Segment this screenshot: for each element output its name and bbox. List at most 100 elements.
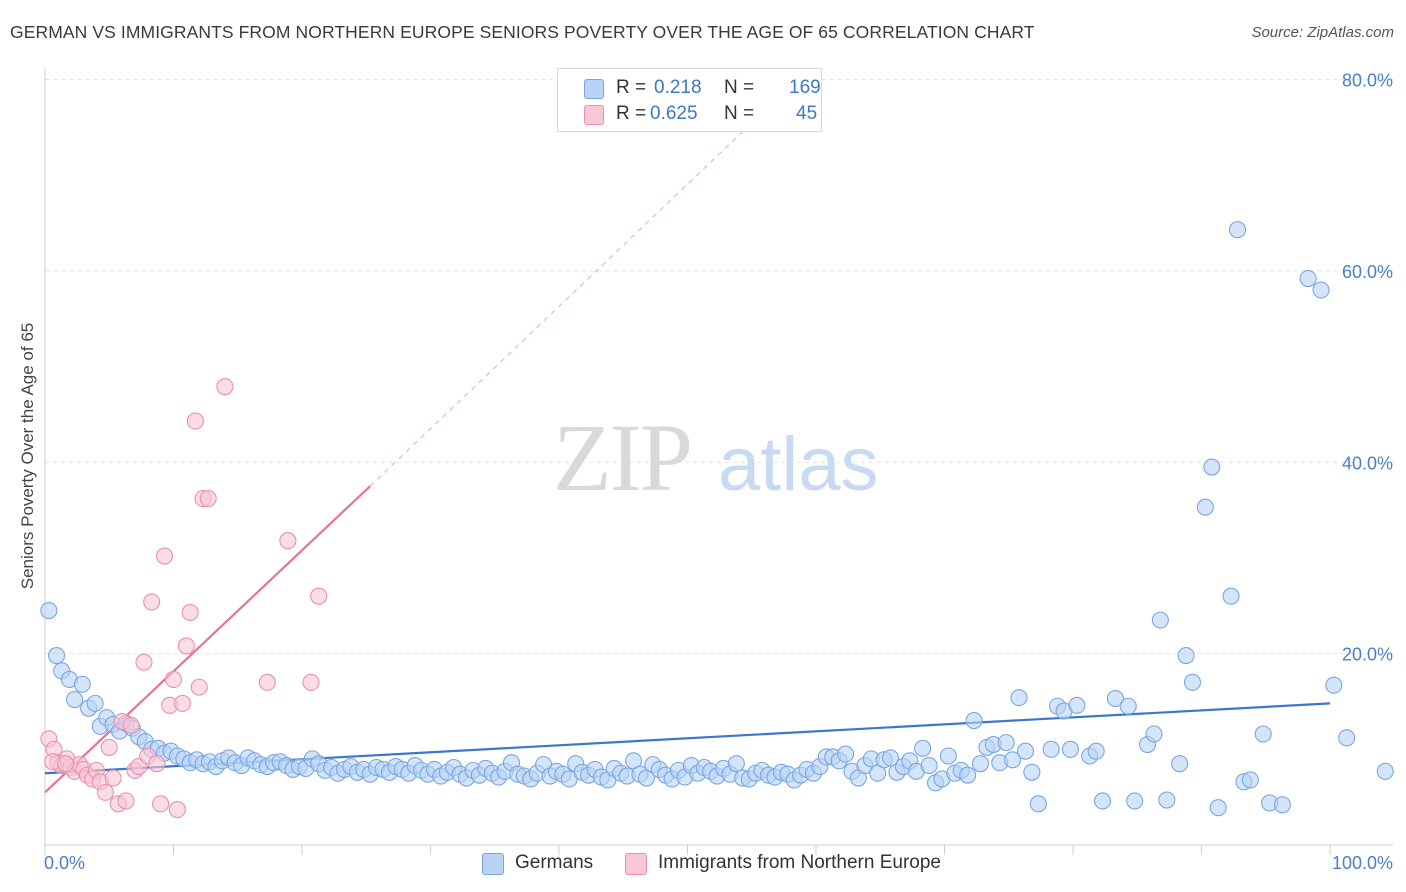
data-point-germans <box>1151 611 1169 629</box>
legend-r-value: 0.625 <box>650 103 698 124</box>
data-point-germans <box>1203 458 1221 476</box>
data-point-immigrants <box>190 678 208 696</box>
data-point-germans <box>1016 742 1035 760</box>
data-point-immigrants <box>279 532 297 550</box>
axes <box>44 68 1393 855</box>
data-point-immigrants <box>302 673 320 691</box>
y-tick-label: 60.0% <box>1342 262 1393 282</box>
data-points <box>40 221 1394 819</box>
data-point-immigrants <box>181 603 199 622</box>
tick-labels: 20.0% 40.0% 60.0% 80.0% 0.0% 100.0% <box>44 71 1393 874</box>
bottom-legend-swatch-germans <box>482 853 504 875</box>
data-point-immigrants <box>310 587 328 605</box>
data-point-immigrants <box>177 637 195 655</box>
data-point-immigrants <box>173 694 192 712</box>
data-point-germans <box>997 734 1015 752</box>
legend-r-label: R = <box>616 103 647 124</box>
data-point-germans <box>1273 796 1292 814</box>
watermark-zip: ZIP <box>553 404 691 511</box>
data-point-immigrants <box>186 412 204 430</box>
data-point-germans <box>1171 755 1189 773</box>
data-point-germans <box>1094 792 1112 810</box>
source-label: Source: ZipAtlas.com <box>1251 24 1394 41</box>
data-point-germans <box>48 646 66 665</box>
y-tick-label: 40.0% <box>1342 453 1393 473</box>
y-axis-label: Seniors Poverty Over the Age of 65 <box>18 323 37 589</box>
data-point-germans <box>1196 498 1214 516</box>
x-tick-label: 0.0% <box>44 853 85 873</box>
data-point-immigrants <box>104 769 122 787</box>
y-tick-label: 80.0% <box>1342 71 1393 91</box>
data-point-germans <box>965 712 983 730</box>
data-point-germans <box>1145 725 1163 743</box>
data-point-immigrants <box>135 653 153 671</box>
data-point-germans <box>40 602 58 620</box>
data-point-germans <box>1338 729 1356 747</box>
legend-r-value: 0.218 <box>654 77 702 98</box>
data-point-germans <box>920 757 938 775</box>
data-point-germans <box>914 739 932 757</box>
data-point-germans <box>1158 791 1176 809</box>
data-point-immigrants <box>96 783 114 801</box>
data-point-immigrants <box>117 792 135 810</box>
data-point-immigrants <box>100 738 118 756</box>
data-point-germans <box>1004 751 1022 769</box>
data-point-germans <box>1228 221 1247 239</box>
data-point-germans <box>727 755 745 773</box>
watermark-atlas: atlas <box>718 422 879 507</box>
x-tick-label: 100.0% <box>1332 853 1393 873</box>
bottom-legend-swatch-immigrants <box>625 853 647 875</box>
data-point-immigrants <box>168 801 186 819</box>
correlation-legend: R = 0.218 N = 169 R = 0.625 N = 45 <box>557 68 822 132</box>
data-point-germans <box>1209 799 1227 817</box>
data-point-germans <box>86 694 104 712</box>
data-point-germans <box>1299 269 1317 288</box>
data-point-germans <box>1325 676 1343 694</box>
data-point-germans <box>881 749 900 767</box>
data-point-germans <box>66 691 84 709</box>
data-point-germans <box>1312 281 1330 299</box>
data-point-germans <box>1042 740 1060 758</box>
data-point-germans <box>1068 696 1086 714</box>
data-point-germans <box>939 747 957 765</box>
legend-r-label: R = <box>616 77 647 98</box>
data-point-germans <box>1183 673 1202 691</box>
data-point-germans <box>1241 771 1259 789</box>
legend-swatch-germans <box>584 79 604 99</box>
y-tick-label: 20.0% <box>1342 645 1393 665</box>
data-point-germans <box>959 766 977 784</box>
legend-n-value: 169 <box>789 77 821 98</box>
data-point-germans <box>1254 725 1272 743</box>
legend-n-label: N = <box>724 77 755 98</box>
trend-line-extension <box>369 98 778 487</box>
bottom-legend-label-immigrants: Immigrants from Northern Europe <box>658 852 941 873</box>
legend-n-value: 45 <box>796 103 818 124</box>
data-point-immigrants <box>155 547 174 565</box>
chart-title: GERMAN VS IMMIGRANTS FROM NORTHERN EUROP… <box>10 22 1035 42</box>
data-point-germans <box>1010 689 1028 707</box>
data-point-germans <box>1029 795 1047 813</box>
data-point-germans <box>1126 792 1144 810</box>
data-point-immigrants <box>148 755 166 773</box>
data-point-immigrants <box>164 670 183 689</box>
data-point-germans <box>1376 762 1394 780</box>
data-point-germans <box>1222 587 1240 605</box>
data-point-germans <box>1023 763 1041 781</box>
data-point-immigrants <box>199 490 217 508</box>
data-point-immigrants <box>122 716 140 734</box>
data-point-immigrants <box>152 795 170 813</box>
data-point-germans <box>971 755 990 773</box>
data-point-germans <box>837 745 855 763</box>
legend-n-label: N = <box>724 103 755 124</box>
bottom-legend-label-germans: Germans <box>515 852 594 873</box>
grid-lines <box>45 79 1393 655</box>
data-point-immigrants <box>143 593 161 611</box>
data-point-immigrants <box>57 755 75 773</box>
data-point-germans <box>1177 646 1195 665</box>
data-point-immigrants <box>258 673 276 691</box>
data-point-germans <box>1106 690 1124 708</box>
data-point-germans <box>73 675 91 693</box>
data-point-germans <box>1119 697 1137 715</box>
data-point-germans <box>1087 742 1105 760</box>
